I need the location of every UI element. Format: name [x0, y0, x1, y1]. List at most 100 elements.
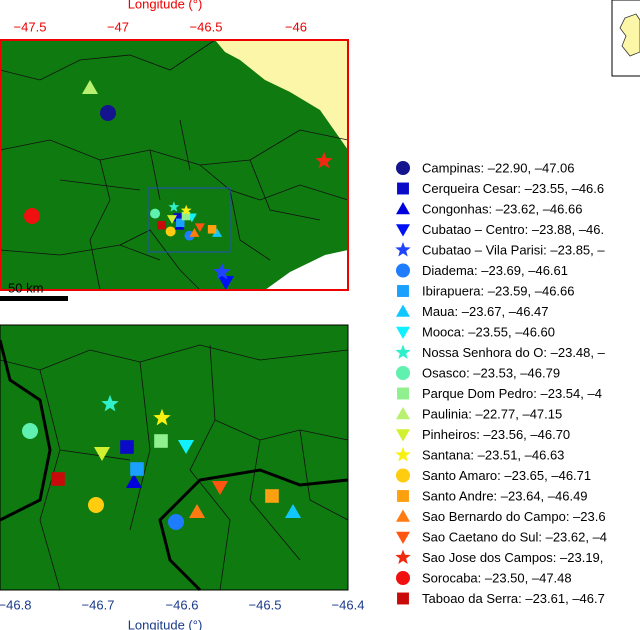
legend-label: Sao Jose dos Campos: –23.19, [422, 550, 603, 565]
map-marker [207, 225, 217, 234]
legend-label: Cubatao – Centro: –23.88, –46. [422, 222, 604, 237]
ocean [265, 250, 348, 290]
tick-label: −46.7 [82, 597, 115, 612]
map-marker [157, 220, 166, 230]
legend-label: Osasco: –23.53, –46.79 [422, 365, 560, 380]
map-marker [176, 218, 185, 228]
borders [0, 39, 349, 291]
map-marker [153, 408, 171, 426]
legend-label: Sorocaba: –23.50, –47.48 [422, 570, 572, 585]
legend-marker [396, 202, 410, 215]
map-marker [22, 423, 38, 439]
legend-label: Maua: –23.67, –46.47 [422, 304, 549, 319]
bottom-frame [0, 324, 349, 591]
legend-label: Nossa Senhora do O: –23.48, – [422, 345, 606, 360]
map-marker [180, 204, 192, 216]
map-marker [218, 276, 234, 290]
tick-label: −47.5 [14, 19, 47, 34]
legend-marker [397, 387, 409, 400]
legend-marker [396, 468, 410, 483]
legend-label: Taboao da Serra: –23.61, –46.7 [422, 591, 605, 606]
scale-label: 50 km [8, 280, 43, 295]
legend-label: Parque Dom Pedro: –23.54, –4 [422, 386, 602, 401]
borders [0, 344, 349, 591]
map-marker [315, 151, 333, 169]
zoom-box [147, 187, 231, 253]
map-marker [212, 481, 228, 495]
legend-label: Santo Andre: –23.64, –46.49 [422, 488, 588, 503]
boundary [0, 339, 349, 592]
legend-marker [397, 490, 409, 502]
map-marker [194, 223, 205, 233]
bottom-axis-title: Longitude (°) [128, 617, 203, 630]
legend-marker [397, 285, 409, 297]
map-marker [213, 262, 231, 280]
legend-marker [396, 571, 410, 585]
map-marker [126, 474, 142, 488]
legend-label: Cubatao – Vila Parisi: –23.85, – [422, 242, 605, 257]
legend-marker [395, 549, 411, 564]
scale-bar [0, 296, 68, 301]
map-marker [88, 497, 104, 513]
map-marker [165, 226, 176, 237]
map-marker [82, 80, 98, 94]
map-marker [51, 472, 65, 486]
legend-marker [396, 407, 410, 420]
legend-marker [396, 224, 410, 237]
legend-label: Mooca: –23.55, –46.60 [422, 324, 555, 339]
map-marker [24, 208, 40, 224]
tick-label: −46.4 [332, 597, 365, 612]
legend-marker [396, 304, 410, 317]
legend-label: Santana: –23.51, –46.63 [422, 447, 564, 462]
map-marker [101, 394, 119, 412]
legend-marker [396, 326, 410, 339]
legend-label: Congonhas: –23.62, –46.66 [422, 201, 582, 216]
legend-marker [397, 592, 409, 605]
legend-label: Paulinia: –22.77, –47.15 [422, 406, 562, 421]
tick-label: −47 [107, 19, 129, 34]
legend-marker [396, 263, 410, 278]
map-marker [168, 514, 184, 530]
legend-label: Sao Bernardo do Campo: –23.6 [422, 509, 606, 524]
top-axis-title: Longitude (°) [128, 0, 203, 11]
map-marker [212, 228, 223, 237]
tick-label: −46.5 [249, 597, 282, 612]
map-marker [120, 440, 134, 454]
map-marker [100, 105, 116, 121]
map-marker [130, 462, 144, 476]
legend-marker [396, 531, 410, 544]
legend-marker [395, 446, 411, 462]
legend-marker [396, 161, 410, 175]
legend-label: Cerqueira Cesar: –23.55, –46.6 [422, 181, 604, 196]
map-marker [168, 201, 180, 212]
legend-marker [396, 509, 410, 522]
legend-label: Ibirapuera: –23.59, –46.66 [422, 283, 575, 298]
legend-marker [396, 366, 410, 380]
tick-label: −46.6 [166, 597, 199, 612]
legend-marker [396, 429, 410, 442]
legend-marker [395, 344, 411, 359]
map-marker [189, 504, 205, 518]
tick-label: −46.5 [190, 19, 223, 34]
legend-label: Campinas: –22.90, –47.06 [422, 160, 575, 175]
tick-label: −46 [285, 19, 307, 34]
legend-label: Sao Caetano do Sul: –23.62, –4 [422, 529, 607, 544]
tick-label: −46.8 [0, 597, 31, 612]
legend-label: Diadema: –23.69, –46.61 [422, 263, 568, 278]
top-frame [0, 39, 349, 291]
legend-label: Pinheiros: –23.56, –46.70 [422, 427, 570, 442]
inset-frame [611, 0, 640, 77]
map-marker [167, 215, 178, 224]
map-marker [265, 489, 279, 503]
map-marker [154, 434, 168, 448]
map-marker [189, 228, 200, 237]
region [215, 40, 348, 150]
map-marker [94, 447, 110, 461]
legend-label: Santo Amaro: –23.65, –46.71 [422, 468, 591, 483]
legend-marker [397, 182, 409, 195]
map-marker [150, 208, 161, 219]
map-marker [173, 213, 183, 222]
inset-state [619, 13, 640, 57]
map-marker [178, 440, 194, 454]
